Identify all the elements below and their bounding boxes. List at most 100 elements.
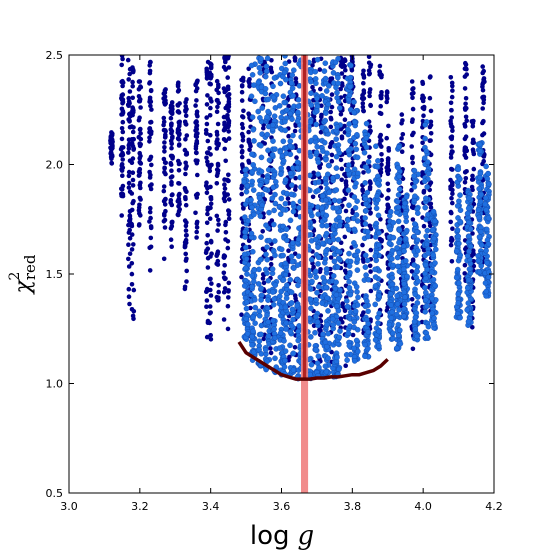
light-point-column bbox=[464, 187, 475, 329]
data-point bbox=[466, 266, 473, 272]
data-point bbox=[147, 139, 152, 144]
data-point bbox=[312, 346, 319, 353]
data-point bbox=[248, 291, 254, 298]
data-point bbox=[311, 170, 317, 176]
data-point bbox=[126, 242, 131, 247]
data-point bbox=[243, 305, 250, 312]
data-point bbox=[307, 153, 314, 160]
data-point bbox=[183, 152, 189, 157]
data-point bbox=[462, 262, 468, 268]
data-point bbox=[363, 207, 369, 214]
data-point bbox=[280, 277, 287, 283]
ticks-layer: 3.0 3.2 3.4 3.6 3.8 4.0 4.2 0.5 1.0 1.5 2.0 2.5 bbox=[46, 49, 503, 513]
data-point bbox=[208, 337, 214, 342]
data-point bbox=[269, 151, 276, 158]
data-point bbox=[216, 143, 221, 148]
data-point bbox=[241, 206, 246, 211]
data-point bbox=[361, 108, 366, 113]
data-point bbox=[334, 124, 341, 130]
data-point bbox=[335, 74, 341, 81]
data-point bbox=[470, 137, 476, 143]
data-point bbox=[195, 172, 200, 178]
data-point bbox=[127, 71, 132, 77]
data-point bbox=[169, 145, 174, 151]
data-point bbox=[393, 345, 400, 352]
dark-point-column bbox=[118, 55, 126, 218]
data-point bbox=[351, 99, 357, 105]
data-point bbox=[287, 170, 294, 177]
data-point bbox=[368, 247, 374, 253]
data-point bbox=[240, 125, 246, 131]
x-tick-label: 3.4 bbox=[202, 500, 220, 513]
data-point bbox=[466, 233, 472, 240]
data-point bbox=[336, 198, 342, 204]
data-point bbox=[410, 106, 416, 112]
data-point bbox=[384, 209, 390, 214]
data-point bbox=[376, 343, 382, 349]
data-point bbox=[365, 158, 372, 165]
data-point bbox=[481, 118, 486, 124]
data-point bbox=[402, 211, 409, 217]
data-point bbox=[120, 145, 126, 150]
data-point bbox=[147, 268, 153, 273]
data-point bbox=[325, 101, 332, 108]
data-point bbox=[422, 289, 429, 296]
data-point bbox=[335, 320, 342, 326]
data-point bbox=[270, 221, 277, 228]
data-point bbox=[374, 180, 381, 187]
data-point bbox=[465, 205, 472, 212]
data-point bbox=[431, 235, 438, 242]
data-point bbox=[296, 204, 302, 211]
data-point bbox=[319, 124, 325, 131]
data-point bbox=[467, 226, 474, 232]
data-point bbox=[350, 332, 356, 338]
data-point bbox=[138, 126, 143, 132]
data-point bbox=[295, 312, 301, 318]
data-point bbox=[265, 108, 271, 115]
data-point bbox=[175, 128, 181, 133]
data-point bbox=[477, 174, 483, 181]
data-point bbox=[251, 138, 257, 144]
data-point bbox=[377, 110, 383, 116]
data-point bbox=[366, 55, 372, 59]
data-point bbox=[264, 305, 271, 312]
data-point bbox=[287, 151, 294, 158]
data-point bbox=[471, 248, 476, 253]
data-point bbox=[320, 193, 326, 199]
data-point bbox=[130, 129, 136, 135]
data-point bbox=[411, 318, 418, 325]
data-point bbox=[310, 63, 315, 68]
data-point bbox=[362, 196, 369, 202]
data-point bbox=[257, 213, 264, 219]
data-point bbox=[319, 240, 326, 247]
data-point bbox=[149, 107, 154, 112]
y-tick-label: 2.0 bbox=[46, 159, 64, 172]
data-point bbox=[270, 184, 277, 191]
data-point bbox=[175, 102, 180, 108]
data-point bbox=[463, 62, 469, 67]
data-point bbox=[287, 143, 293, 149]
data-point bbox=[148, 235, 154, 241]
data-point bbox=[249, 248, 256, 255]
data-point bbox=[170, 135, 175, 141]
data-point bbox=[315, 254, 322, 261]
data-point bbox=[221, 196, 227, 202]
y-axis-label-main: χ bbox=[11, 279, 36, 296]
data-point bbox=[257, 256, 264, 263]
data-point bbox=[412, 326, 419, 333]
data-point bbox=[249, 333, 255, 340]
data-point bbox=[264, 256, 271, 263]
data-point bbox=[351, 345, 357, 352]
data-point bbox=[394, 245, 400, 251]
data-point bbox=[241, 78, 246, 83]
data-point bbox=[222, 186, 228, 191]
data-point bbox=[282, 260, 289, 267]
data-point bbox=[322, 363, 329, 370]
data-point bbox=[127, 301, 132, 307]
data-point bbox=[278, 195, 285, 202]
data-point bbox=[399, 136, 404, 141]
data-point bbox=[384, 90, 390, 95]
data-point bbox=[401, 313, 407, 320]
data-point bbox=[148, 215, 153, 221]
